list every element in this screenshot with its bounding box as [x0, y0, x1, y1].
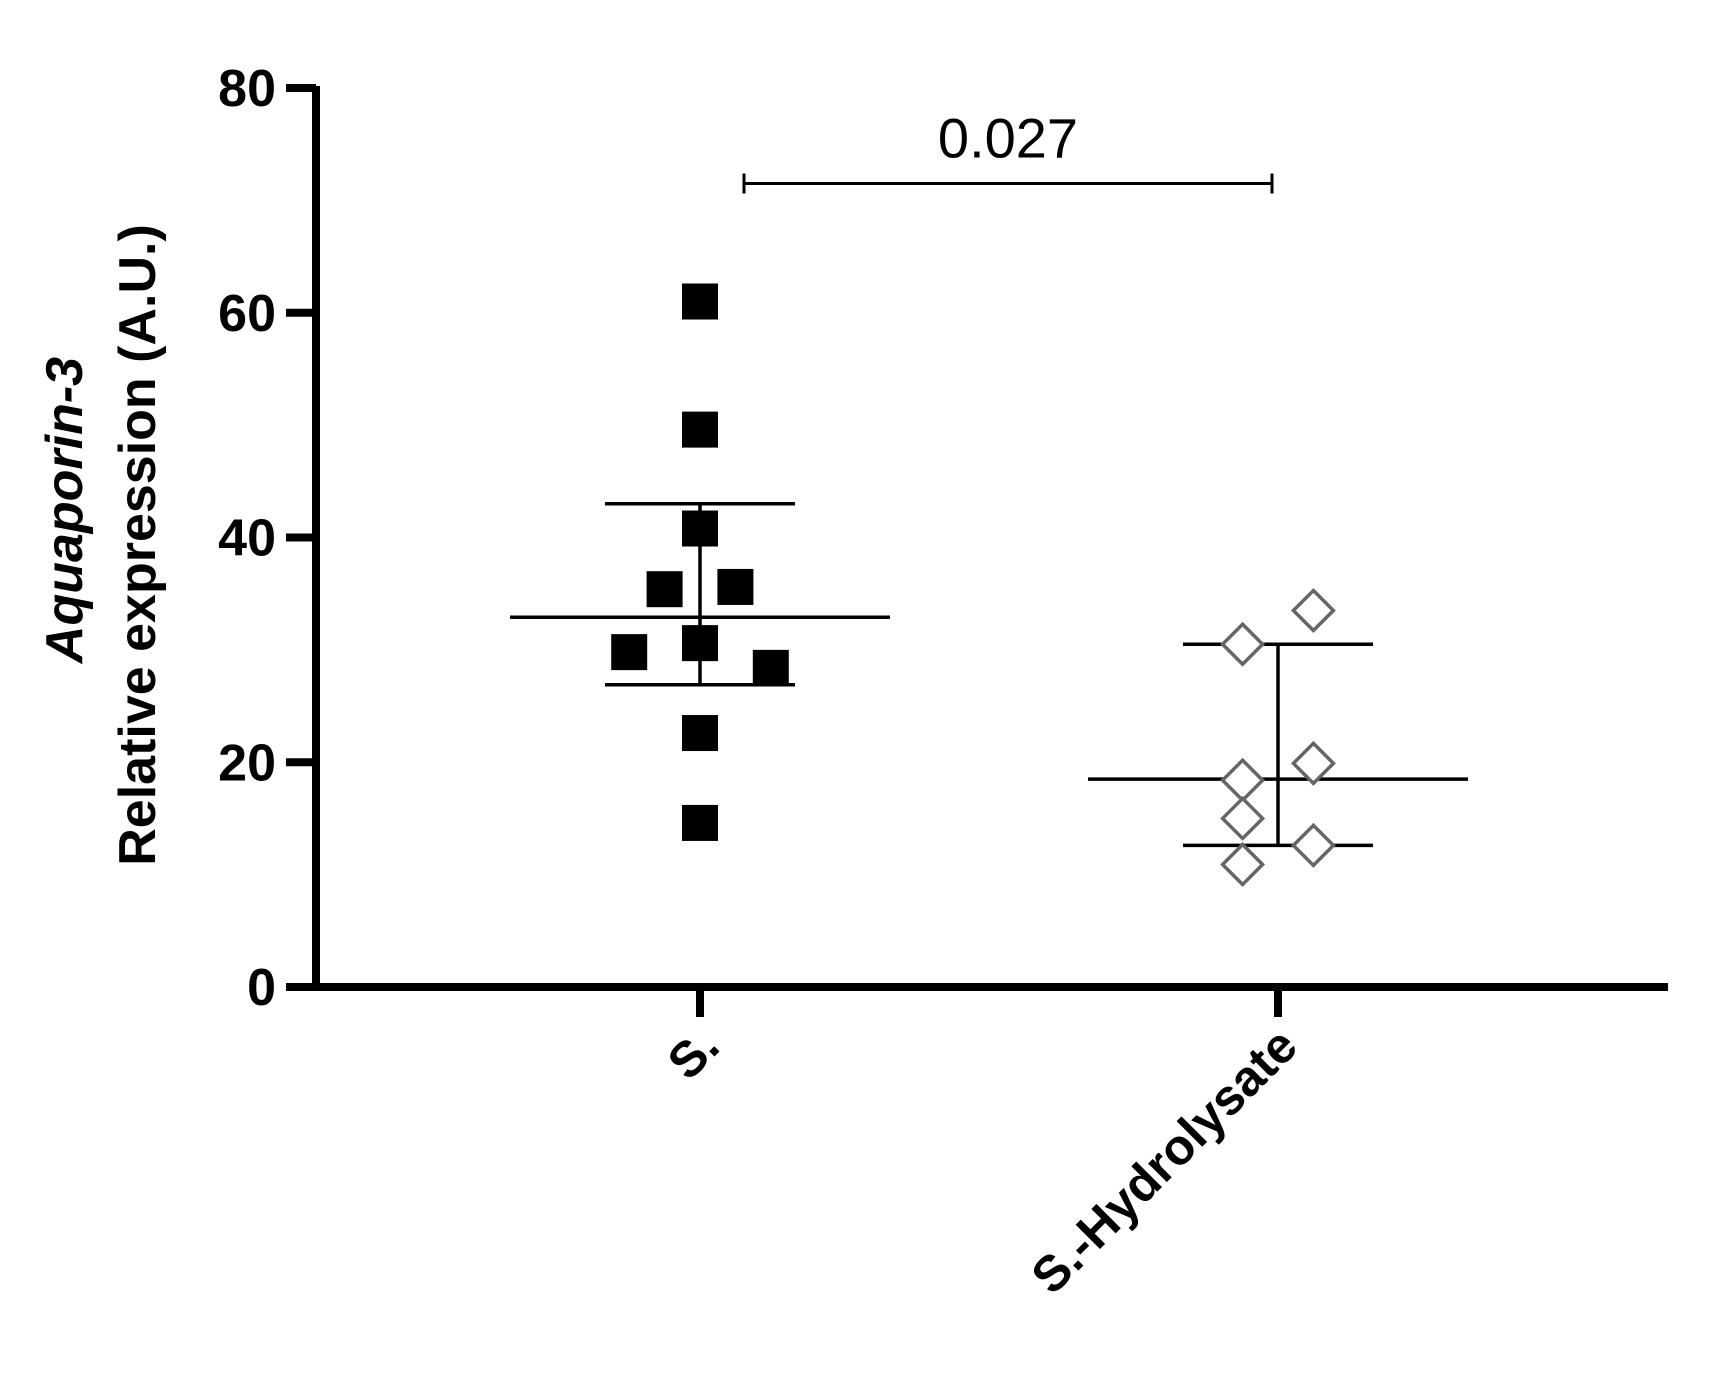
data-point-diamond [1220, 795, 1266, 841]
data-point-square [682, 411, 718, 448]
summary-bars [510, 502, 1468, 848]
data-point-square [682, 510, 718, 547]
data-point-diamond [1290, 822, 1336, 868]
data-point-diamond [1220, 621, 1266, 667]
y-axis-label: Aquaporin-3 Relative expression (A.U.) [36, 224, 167, 866]
y-tick-label: 60 [218, 285, 276, 343]
data-point-square [682, 283, 718, 320]
y-tick-label: 20 [218, 734, 276, 792]
data-point-square [682, 804, 718, 841]
data-point-square [611, 634, 648, 671]
data-point-square [682, 715, 718, 752]
y-tick-label: 40 [218, 510, 276, 568]
p-value-label: 0.027 [938, 107, 1078, 170]
y-ticks: 0 20 40 60 80 [218, 60, 316, 1017]
data-point-diamond [1220, 842, 1266, 887]
x-ticks: S. S.-Hydrolysate [657, 987, 1308, 1304]
y-tick-label: 0 [247, 959, 276, 1017]
data-point-diamond [1290, 740, 1336, 786]
data-point-diamond [1220, 757, 1266, 803]
data-point-square [717, 568, 754, 605]
data-point-square [682, 625, 718, 662]
data-point-square [752, 649, 789, 686]
data-point-diamond [1290, 588, 1336, 634]
significance-bracket: 0.027 [742, 107, 1274, 194]
axes [312, 86, 1668, 991]
data-points [611, 283, 1336, 887]
x-category-label: S. [657, 1017, 730, 1090]
y-tick-label: 80 [218, 60, 276, 118]
y-axis-title-line1: Aquaporin-3 [36, 357, 94, 665]
x-category-label: S.-Hydrolysate [1021, 1017, 1308, 1304]
y-axis-title-line2: Relative expression (A.U.) [109, 224, 167, 866]
data-point-square [646, 571, 683, 608]
